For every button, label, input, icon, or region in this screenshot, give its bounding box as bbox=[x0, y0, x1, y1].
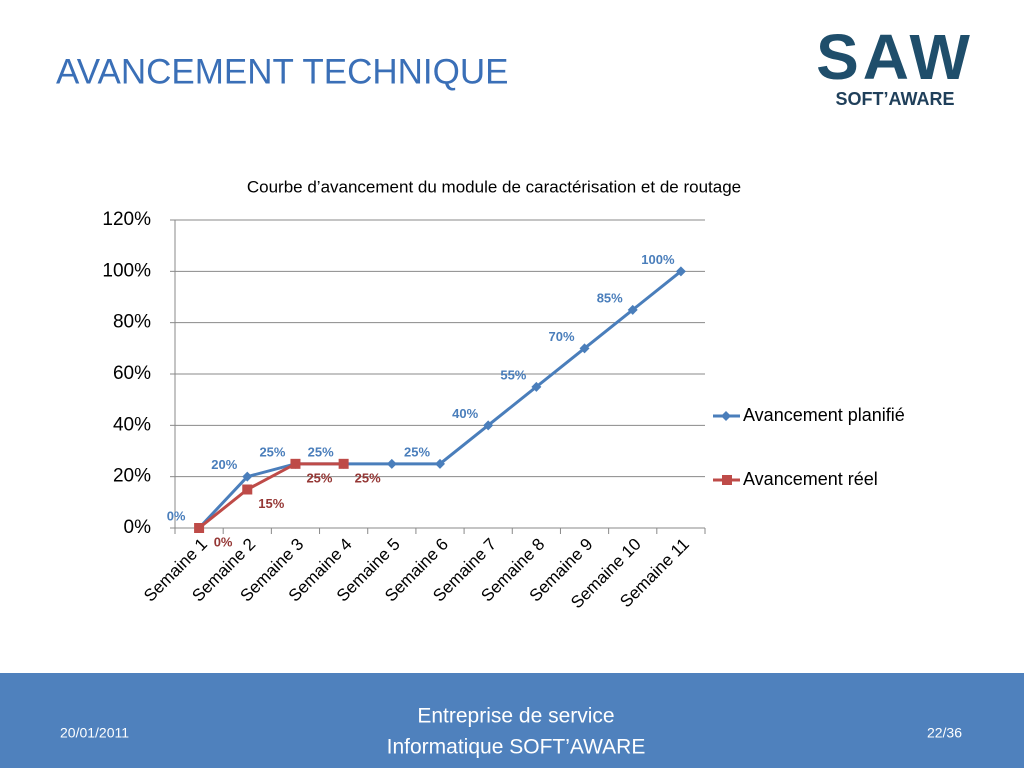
data-label: 55% bbox=[500, 367, 526, 382]
marker bbox=[627, 304, 638, 315]
data-label: 0% bbox=[214, 534, 233, 549]
legend-label: Avancement planifié bbox=[743, 405, 905, 425]
footer-company: Entreprise de service bbox=[417, 705, 614, 728]
logo-name: SOFT’AWARE bbox=[835, 89, 954, 109]
marker bbox=[531, 381, 542, 392]
data-label: 25% bbox=[306, 470, 332, 485]
marker bbox=[386, 458, 397, 469]
marker bbox=[338, 458, 349, 469]
legend-label: Avancement réel bbox=[743, 469, 878, 489]
legend-marker bbox=[721, 411, 731, 421]
y-tick-label: 20% bbox=[113, 466, 151, 487]
data-label: 0% bbox=[167, 508, 186, 523]
y-tick-label: 60% bbox=[113, 363, 151, 384]
data-label: 25% bbox=[404, 444, 430, 459]
data-label: 25% bbox=[259, 444, 285, 459]
data-label: 40% bbox=[452, 406, 478, 421]
data-label: 85% bbox=[597, 290, 623, 305]
footer-page: 22/36 bbox=[927, 725, 962, 741]
marker bbox=[483, 420, 494, 431]
footer-date: 20/01/2011 bbox=[60, 725, 129, 741]
data-label: 25% bbox=[308, 444, 334, 459]
y-tick-label: 40% bbox=[113, 414, 151, 435]
data-label: 15% bbox=[258, 496, 284, 511]
series-line bbox=[198, 462, 344, 530]
footer-band bbox=[0, 673, 1024, 768]
data-label: 25% bbox=[355, 470, 381, 485]
footer-company: Informatique SOFT’AWARE bbox=[387, 736, 646, 759]
legend-marker bbox=[722, 475, 732, 485]
slide-title: AVANCEMENT TECHNIQUE bbox=[56, 52, 508, 91]
y-tick-label: 80% bbox=[113, 312, 151, 333]
data-label: 100% bbox=[641, 252, 675, 267]
marker bbox=[242, 484, 253, 495]
data-label: 70% bbox=[549, 329, 575, 344]
marker bbox=[242, 471, 253, 482]
y-tick-label: 120% bbox=[102, 209, 151, 230]
data-label: 20% bbox=[211, 457, 237, 472]
y-tick-label: 100% bbox=[102, 260, 151, 281]
logo-mark: SAW bbox=[816, 21, 974, 93]
marker bbox=[675, 266, 686, 277]
marker bbox=[290, 458, 301, 469]
y-tick-label: 0% bbox=[124, 517, 152, 538]
marker bbox=[435, 458, 445, 469]
marker bbox=[579, 343, 590, 354]
chart-title: Courbe d’avancement du module de caracté… bbox=[247, 177, 741, 196]
marker bbox=[194, 523, 205, 533]
